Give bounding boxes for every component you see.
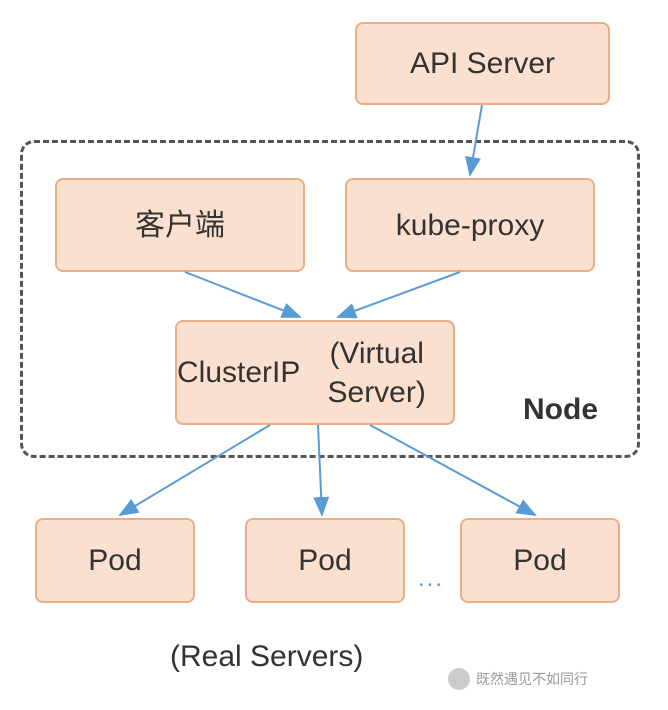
node-container-label: Node <box>523 393 598 427</box>
pod2-box: Pod <box>245 518 405 603</box>
wechat-icon <box>448 668 470 690</box>
pod1-box: Pod <box>35 518 195 603</box>
cluster-ip-box: ClusterIP(Virtual Server) <box>175 320 455 425</box>
ellipsis: ... <box>418 565 444 593</box>
api-server-box: API Server <box>355 22 610 105</box>
watermark-text: 既然遇见不如同行 <box>476 669 588 689</box>
watermark: 既然遇见不如同行 <box>448 668 588 690</box>
kube-proxy-box: kube-proxy <box>345 178 595 272</box>
real-servers-label: (Real Servers) <box>170 640 363 674</box>
pod3-box: Pod <box>460 518 620 603</box>
client-box: 客户端 <box>55 178 305 272</box>
